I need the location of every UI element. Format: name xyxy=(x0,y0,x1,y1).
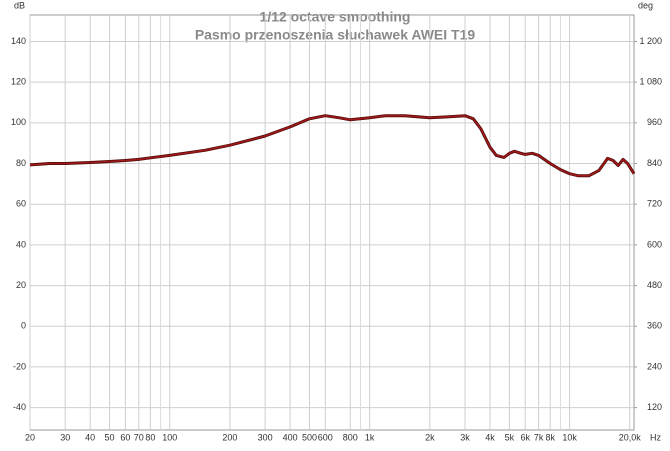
x-tick-label: 6k xyxy=(520,432,530,442)
x-tick-label: 300 xyxy=(258,432,273,442)
y2-tick-label: 480 xyxy=(647,280,662,290)
y-tick-label: 60 xyxy=(16,199,26,209)
y2-axis-label: deg xyxy=(638,0,653,10)
x-tick-label: 400 xyxy=(283,432,298,442)
chart-subtitle: Pasmo przenoszenia słuchawek AWEI T19 xyxy=(195,27,476,43)
y2-tick-label: 360 xyxy=(647,321,662,331)
x-tick-label: 1k xyxy=(365,432,375,442)
y-tick-label: 80 xyxy=(16,158,26,168)
plot-area xyxy=(29,14,635,431)
y2-tick-label: 1 080 xyxy=(639,77,662,87)
y-tick-label: 0 xyxy=(21,321,26,331)
y-tick-label: 40 xyxy=(16,239,26,249)
y-tick-label: -20 xyxy=(13,361,26,371)
y-axis-label: dB xyxy=(14,0,25,10)
y-tick-label: 120 xyxy=(11,77,26,87)
x-tick-label: 10k xyxy=(562,432,577,442)
y2-tick-label: 840 xyxy=(647,158,662,168)
x-tick-label: 20,0k xyxy=(619,432,642,442)
x-tick-label: 600 xyxy=(318,432,333,442)
y2-tick-label: 1 200 xyxy=(639,36,662,46)
x-tick-label: 2k xyxy=(425,432,435,442)
y2-tick-label: 720 xyxy=(647,199,662,209)
x-tick-label: 7k xyxy=(534,432,544,442)
chart-title: 1/12 octave smoothing xyxy=(260,9,411,25)
x-tick-label: 3k xyxy=(460,432,470,442)
y2-tick-label: 960 xyxy=(647,117,662,127)
x-tick-label: 8k xyxy=(545,432,555,442)
y2-tick-label: 120 xyxy=(647,402,662,412)
y-tick-label: 20 xyxy=(16,280,26,290)
y2-tick-label: 240 xyxy=(647,361,662,371)
y-tick-label: 100 xyxy=(11,117,26,127)
y-tick-label: 140 xyxy=(11,36,26,46)
x-tick-label: 5k xyxy=(505,432,515,442)
x-tick-label: 800 xyxy=(343,432,358,442)
x-axis-label: Hz xyxy=(650,432,661,442)
series-line xyxy=(29,114,635,177)
x-tick-label: 60 xyxy=(120,432,130,442)
x-tick-label: 30 xyxy=(60,432,70,442)
x-tick-label: 4k xyxy=(485,432,495,442)
x-tick-label: 70 xyxy=(134,432,144,442)
x-tick-label: 40 xyxy=(85,432,95,442)
y-tick-label: -40 xyxy=(13,402,26,412)
y2-tick-label: 600 xyxy=(647,239,662,249)
x-tick-label: 20 xyxy=(25,432,35,442)
x-tick-label: 100 xyxy=(162,432,177,442)
x-tick-label: 50 xyxy=(105,432,115,442)
x-tick-label: 80 xyxy=(145,432,155,442)
x-tick-label: 500 xyxy=(302,432,317,442)
x-tick-label: 200 xyxy=(222,432,237,442)
